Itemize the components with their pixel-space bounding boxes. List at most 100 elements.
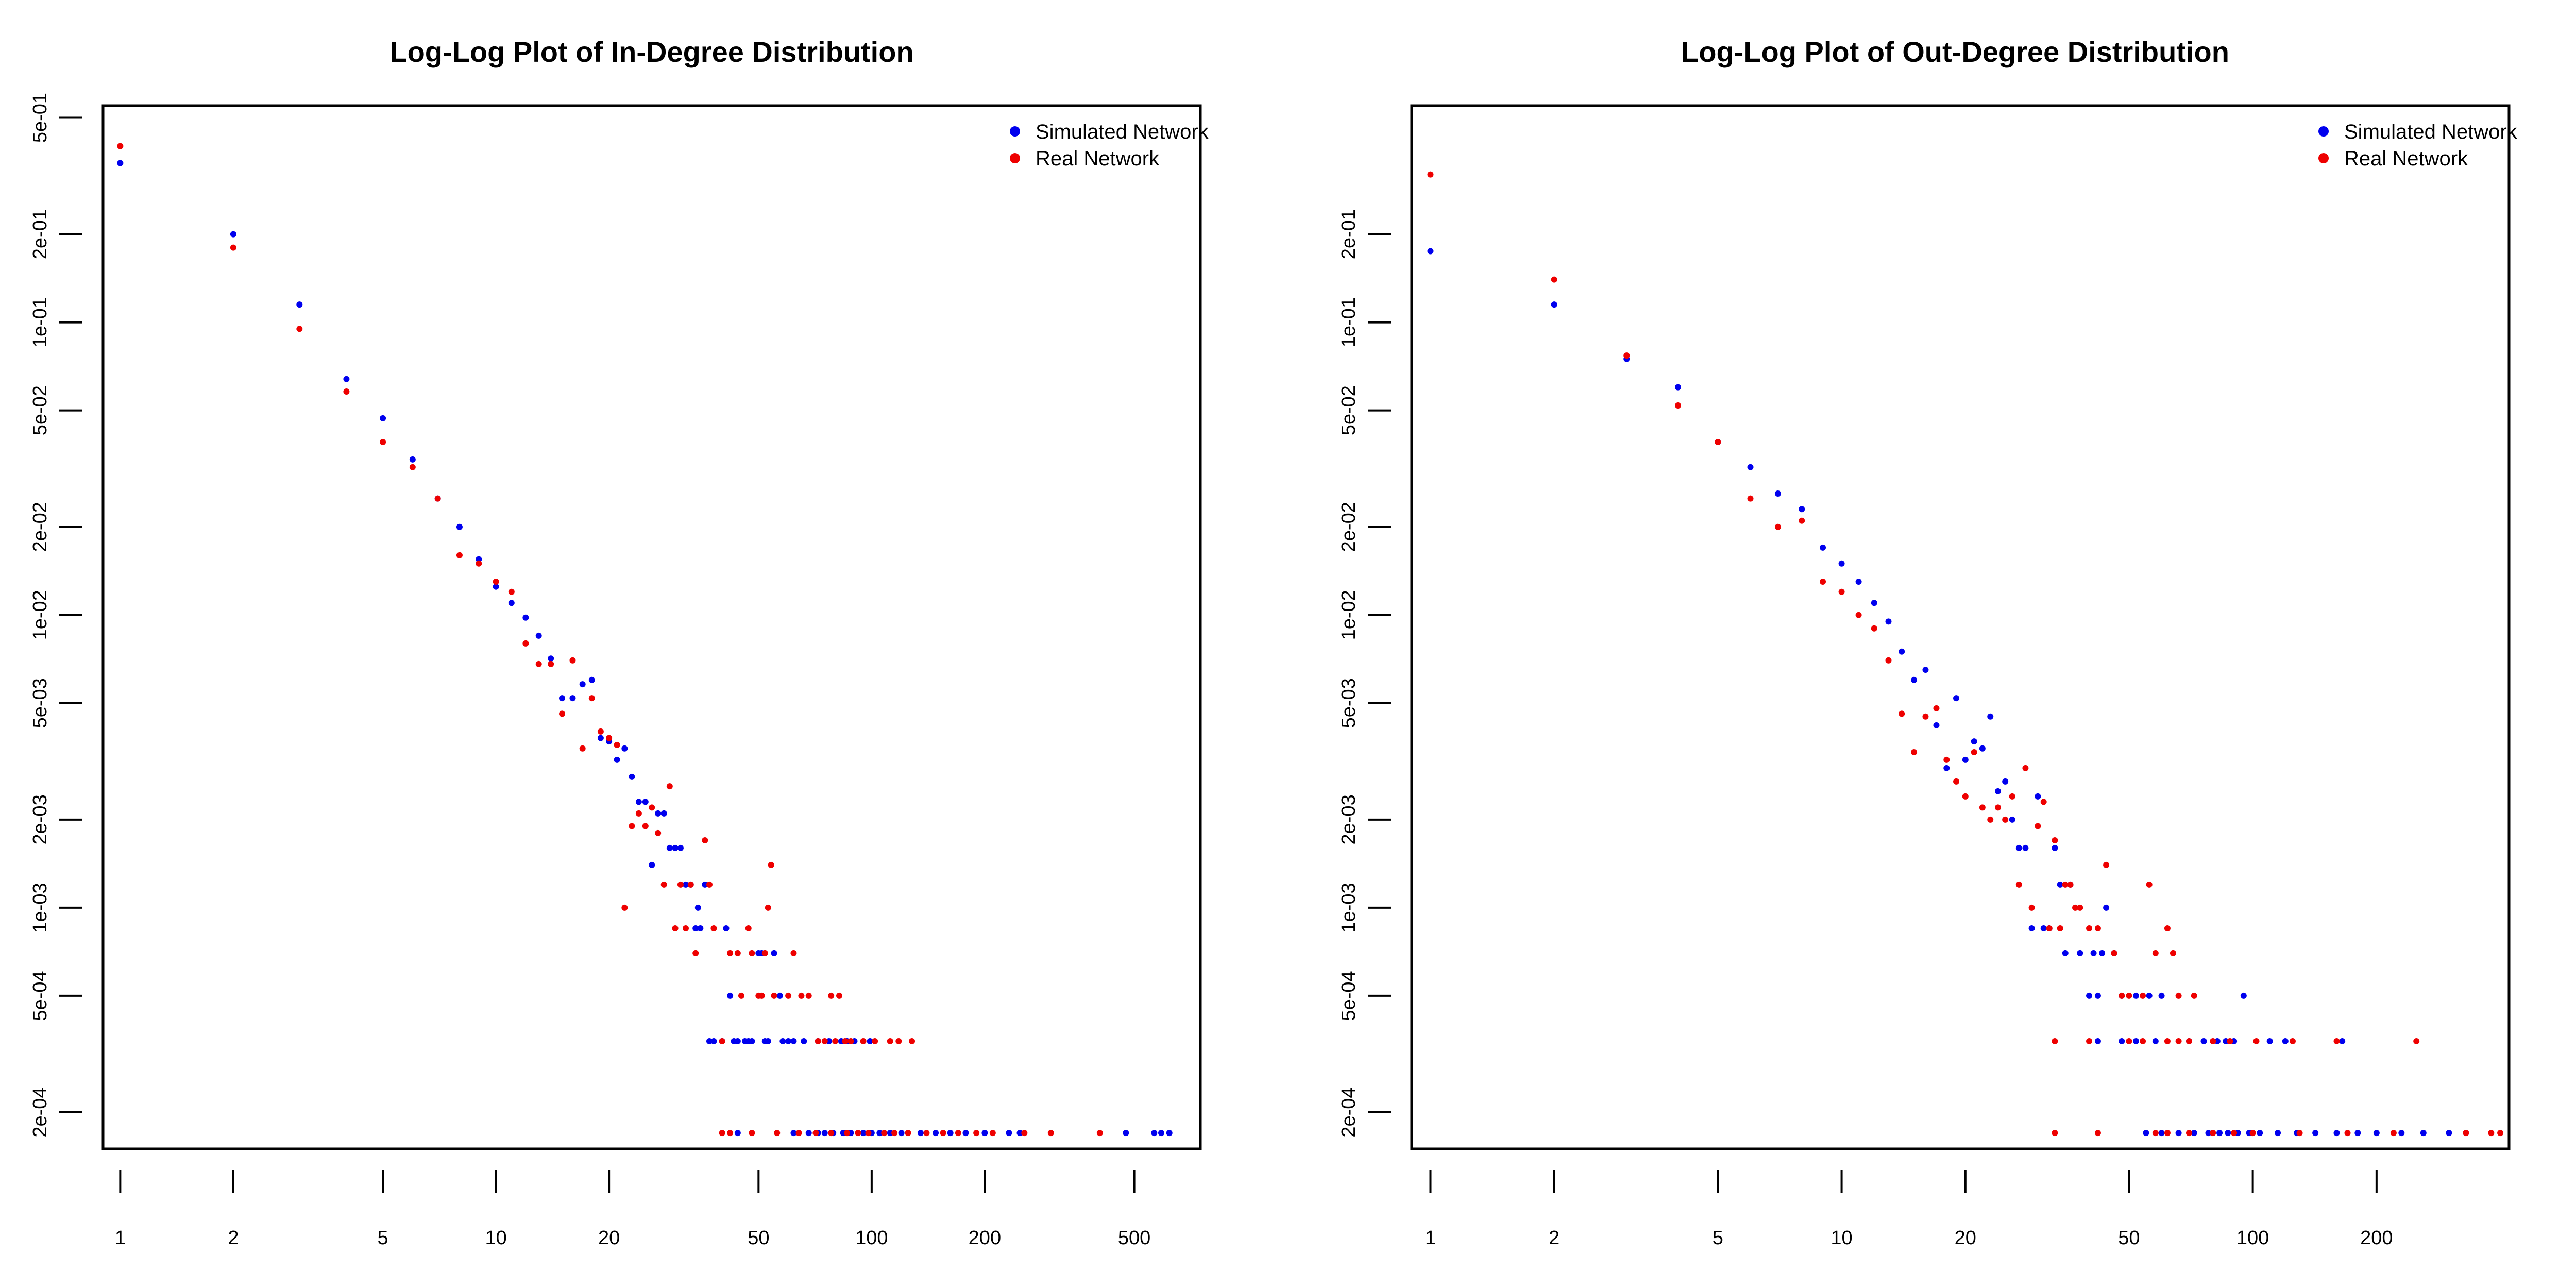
legend-marker — [1010, 153, 1020, 163]
data-point — [738, 992, 744, 999]
out-degree-y-tick-label: 5e-02 — [1338, 385, 1360, 435]
data-point — [710, 1038, 717, 1044]
data-point — [1799, 517, 1805, 524]
data-point — [826, 1038, 833, 1044]
data-point — [2152, 1038, 2159, 1044]
data-point — [2216, 1130, 2223, 1137]
out-degree-legend: Simulated Network Real Network — [2318, 121, 2518, 170]
data-point — [456, 552, 463, 558]
data-point — [881, 1130, 888, 1137]
data-point — [734, 1130, 741, 1137]
data-point — [1820, 579, 1826, 585]
data-point — [2140, 992, 2146, 999]
data-point — [887, 1130, 893, 1137]
data-point — [981, 1130, 988, 1137]
data-point — [2067, 881, 2074, 888]
data-point — [2035, 823, 2041, 829]
data-point — [2086, 992, 2093, 999]
out-degree-x-tick-label: 20 — [1955, 1227, 1976, 1249]
in-degree-x-tick-label: 200 — [969, 1227, 1001, 1249]
data-point — [706, 1038, 713, 1044]
data-point — [765, 904, 771, 911]
data-point — [559, 710, 566, 717]
out-degree-x-tick-label: 1 — [1425, 1227, 1436, 1249]
data-point — [749, 1130, 755, 1137]
in-degree-y-tick-label: 1e-02 — [29, 590, 51, 640]
data-point — [2191, 992, 2197, 999]
data-point — [749, 1038, 755, 1044]
data-point — [2119, 1038, 2125, 1044]
data-point — [876, 1130, 883, 1137]
data-point — [962, 1130, 969, 1137]
data-point — [727, 1130, 734, 1137]
data-point — [2152, 950, 2159, 956]
data-point — [702, 881, 708, 888]
data-point — [805, 1130, 812, 1137]
data-point — [1994, 788, 2001, 794]
data-point — [629, 823, 635, 829]
data-point — [635, 799, 642, 805]
data-point — [821, 1130, 828, 1137]
data-point — [2062, 950, 2069, 956]
out-degree-y-tick-label: 1e-01 — [1338, 297, 1360, 347]
data-point — [2090, 950, 2097, 956]
in-degree-plot-frame — [101, 104, 1202, 1150]
data-point — [682, 925, 689, 932]
data-point — [805, 992, 812, 999]
data-point — [973, 1130, 980, 1137]
data-point — [734, 950, 741, 956]
data-point — [588, 695, 595, 702]
data-point — [2040, 925, 2047, 932]
out-degree-x-tick-label: 2 — [1549, 1227, 1560, 1249]
data-point — [2413, 1038, 2420, 1044]
data-point — [723, 925, 730, 932]
out-degree-x-tick-label: 200 — [2360, 1227, 2393, 1249]
data-point — [1747, 464, 1754, 470]
data-point — [522, 640, 529, 647]
data-point — [2057, 925, 2063, 932]
data-point — [2052, 1038, 2058, 1044]
data-point — [790, 1130, 797, 1137]
data-point — [1674, 384, 1681, 391]
data-point — [2086, 1038, 2093, 1044]
data-point — [776, 992, 783, 999]
data-point — [655, 829, 662, 836]
data-point — [655, 810, 662, 817]
data-point — [1885, 618, 1892, 625]
data-point — [597, 735, 604, 741]
data-point — [2046, 925, 2053, 932]
data-point — [2002, 816, 2009, 823]
data-point — [905, 1130, 911, 1137]
data-point — [1855, 579, 1862, 585]
data-point — [2152, 1130, 2159, 1137]
data-point — [947, 1130, 954, 1137]
data-point — [614, 756, 620, 763]
data-point — [844, 1130, 851, 1137]
data-point — [380, 415, 386, 421]
out-degree-series-simulated — [1427, 248, 2469, 1137]
data-point — [2103, 861, 2110, 868]
data-point — [2240, 992, 2247, 999]
data-point — [2035, 793, 2041, 800]
data-point — [642, 823, 649, 829]
data-point — [548, 655, 554, 662]
data-point — [2333, 1038, 2340, 1044]
data-point — [855, 1130, 861, 1137]
out-degree-y-tick-label: 1e-02 — [1338, 590, 1360, 640]
data-point — [687, 881, 694, 888]
data-point — [2354, 1130, 2361, 1137]
data-point — [230, 244, 236, 251]
data-point — [2015, 844, 2022, 851]
data-point — [771, 950, 777, 956]
data-point — [2140, 1038, 2146, 1044]
data-point — [891, 1130, 898, 1137]
data-point — [1123, 1130, 1129, 1137]
data-point — [409, 456, 416, 463]
data-point — [1987, 713, 1994, 720]
data-point — [790, 950, 797, 956]
data-point — [660, 881, 667, 888]
data-point — [2028, 925, 2035, 932]
data-point — [1943, 765, 1950, 771]
data-point — [493, 579, 499, 585]
data-point — [1151, 1130, 1158, 1137]
